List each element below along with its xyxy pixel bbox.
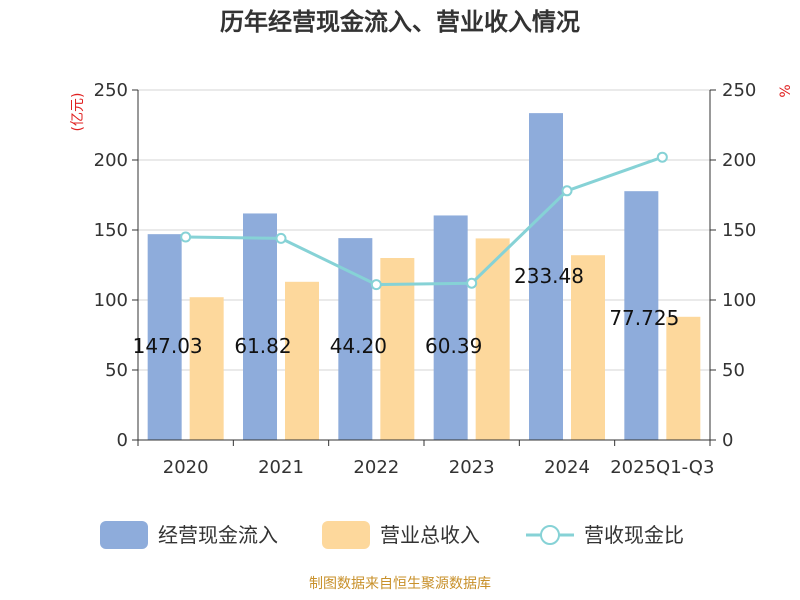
y-right-tick-label: 50 — [722, 360, 745, 381]
y-left-tick-label: 0 — [117, 430, 128, 451]
chart-title: 历年经营现金流入、营业收入情况 — [220, 8, 580, 36]
data-labels: 147.03 61.82 44.20 60.39 233.48 77.725 — [133, 264, 680, 358]
bars — [147, 113, 701, 441]
ratio-point — [656, 151, 668, 163]
y-left-tick-label: 200 — [94, 150, 128, 171]
y-right-tick-label: 0 — [722, 430, 733, 451]
bar-cash-inflow — [338, 238, 373, 440]
x-tick-label: 2023 — [449, 457, 495, 478]
bar-cash-inflow — [243, 213, 277, 440]
data-label: 147.03 — [133, 334, 203, 358]
bar-cash-inflow — [529, 113, 563, 441]
y-right-tick-label: 250 — [722, 80, 756, 101]
bar-total-revenue — [189, 297, 224, 440]
legend: 经营现金流入 营业总收入 营收现金比 — [100, 521, 684, 549]
x-tick-label: 2020 — [163, 457, 209, 478]
source-note: 制图数据来自恒生聚源数据库 — [309, 576, 491, 592]
ratio-point — [180, 231, 192, 243]
legend-swatch-marker — [540, 525, 560, 545]
bar-total-revenue — [666, 316, 701, 440]
y-left-tick-label: 150 — [94, 220, 128, 241]
data-label: 233.48 — [514, 264, 584, 288]
y-left-unit: (亿元) — [70, 93, 86, 132]
legend-label: 营收现金比 — [584, 523, 684, 547]
ratio-line-path — [185, 155, 663, 287]
y-left-tick-label: 100 — [94, 290, 128, 311]
legend-label: 营业总收入 — [380, 523, 480, 547]
y-right-tick-label: 150 — [722, 220, 756, 241]
y-left-tick-label: 50 — [105, 360, 128, 381]
bar-cash-inflow — [147, 234, 182, 440]
data-label: 77.725 — [609, 306, 679, 330]
legend-swatch — [322, 521, 370, 549]
x-tick-label: 2022 — [353, 457, 399, 478]
bar-total-revenue — [285, 281, 319, 440]
ratio-point — [370, 279, 382, 291]
y-right-tick-label: 100 — [722, 290, 756, 311]
y-right-unit: % — [778, 84, 794, 97]
ratio-point — [466, 277, 478, 289]
x-tick-label: 2025Q1-Q3 — [610, 457, 714, 478]
axes: 0 50 100 150 200 250 0 50 100 150 200 250 2020 2021 20… — [94, 80, 757, 478]
legend-label: 经营现金流入 — [158, 523, 278, 547]
y-right-tick-label: 200 — [722, 150, 756, 171]
bar-total-revenue — [571, 255, 605, 440]
data-label: 61.82 — [234, 334, 291, 358]
x-tick-label: 2024 — [544, 457, 590, 478]
bar-cash-inflow — [624, 191, 659, 440]
x-tick-label: 2021 — [258, 457, 304, 478]
y-left-tick-label: 250 — [94, 80, 128, 101]
bar-cash-inflow — [433, 215, 468, 440]
data-label: 60.39 — [425, 334, 482, 358]
ratio-point — [561, 185, 573, 197]
ratio-line — [180, 151, 668, 291]
legend-swatch — [100, 521, 148, 549]
grid-lines — [138, 89, 710, 441]
data-label: 44.20 — [330, 334, 387, 358]
ratio-point — [275, 232, 287, 244]
bar-total-revenue — [380, 258, 415, 440]
